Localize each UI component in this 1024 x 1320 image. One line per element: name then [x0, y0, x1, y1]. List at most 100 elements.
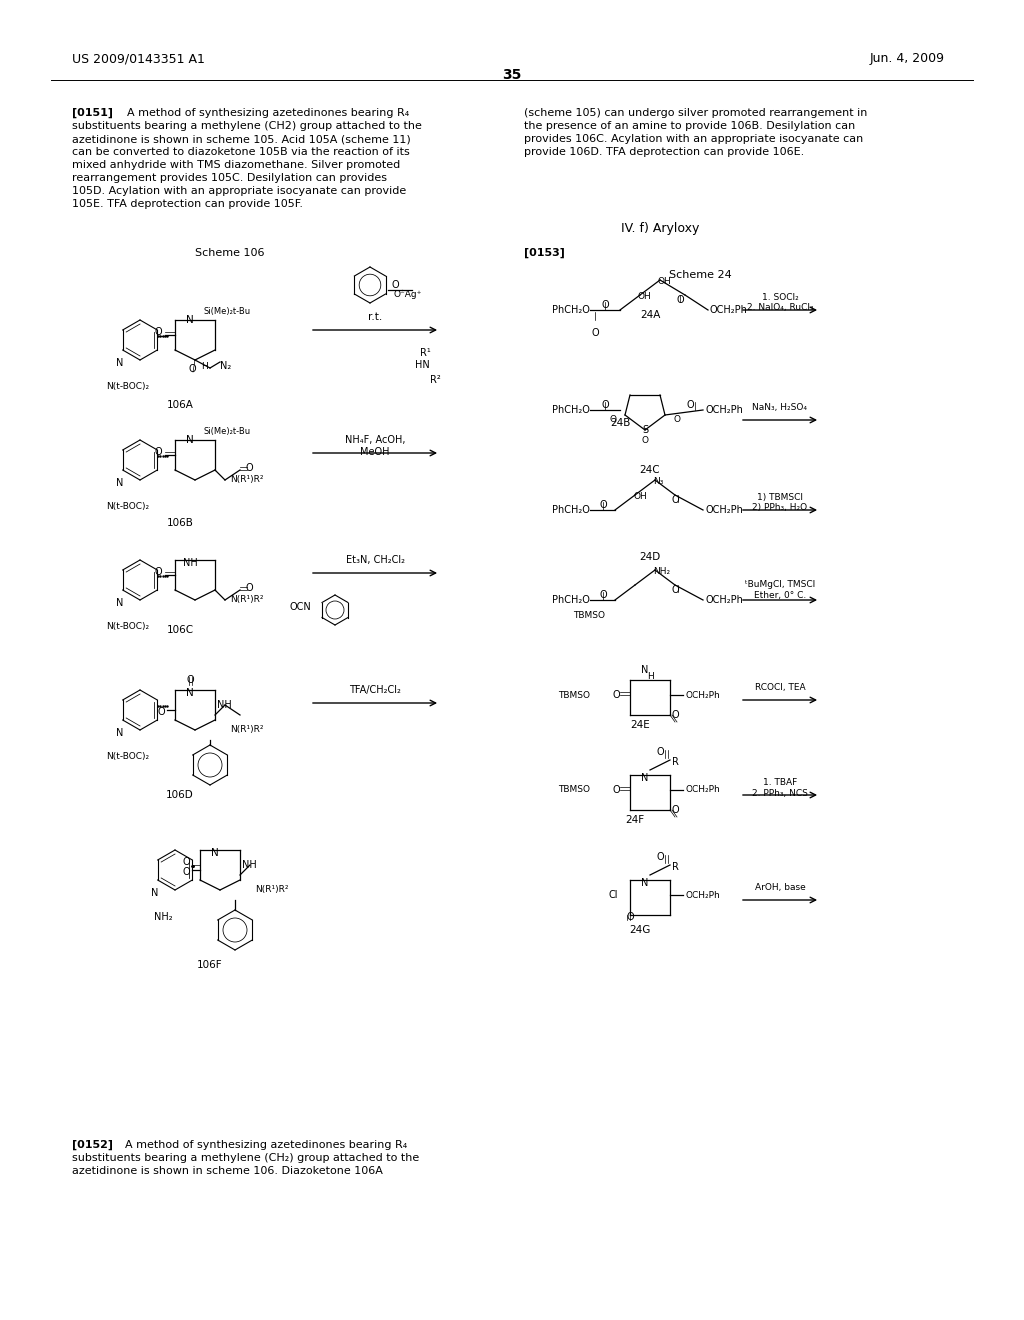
Text: N(t-BOC)₂: N(t-BOC)₂ [106, 622, 150, 631]
Text: 24D: 24D [639, 552, 660, 562]
Text: R¹: R¹ [420, 348, 431, 358]
Text: O⁻Ag⁺: O⁻Ag⁺ [394, 290, 422, 300]
Text: N: N [117, 729, 124, 738]
Text: azetidinone is shown in scheme 106. Diazoketone 106A: azetidinone is shown in scheme 106. Diaz… [72, 1166, 383, 1176]
Text: PhCH₂O: PhCH₂O [552, 595, 590, 605]
Text: 106D: 106D [166, 789, 194, 800]
Text: S: S [642, 425, 648, 436]
Text: HN: HN [415, 360, 430, 370]
Text: N: N [117, 598, 124, 609]
Text: OH: OH [638, 292, 651, 301]
Text: N: N [186, 688, 194, 698]
Text: O: O [671, 805, 679, 814]
Text: (scheme 105) can undergo silver promoted rearrangement in: (scheme 105) can undergo silver promoted… [524, 108, 867, 117]
Text: N(t-BOC)₂: N(t-BOC)₂ [106, 752, 150, 762]
Text: provides 106C. Acylation with an appropriate isocyanate can: provides 106C. Acylation with an appropr… [524, 135, 863, 144]
Text: O: O [612, 785, 620, 795]
Text: 24C: 24C [640, 465, 660, 475]
Text: N(t-BOC)₂: N(t-BOC)₂ [106, 502, 150, 511]
Text: ArOH, base: ArOH, base [755, 883, 805, 892]
Text: N(t-BOC)₂: N(t-BOC)₂ [106, 381, 150, 391]
Text: N(R¹)R²: N(R¹)R² [255, 884, 289, 894]
Text: 106F: 106F [198, 960, 223, 970]
Text: A method of synthesizing azetedinones bearing R₄: A method of synthesizing azetedinones be… [120, 108, 410, 117]
Text: TFA/CH₂Cl₂: TFA/CH₂Cl₂ [349, 685, 401, 696]
Text: OCH₂Ph: OCH₂Ph [685, 785, 720, 795]
Text: 24F: 24F [626, 814, 644, 825]
Text: OCH₂Ph: OCH₂Ph [685, 690, 720, 700]
Text: N: N [641, 665, 648, 675]
Text: OCH₂Ph: OCH₂Ph [705, 506, 742, 515]
Text: N₃: N₃ [653, 477, 664, 486]
Text: N(R¹)R²: N(R¹)R² [230, 725, 263, 734]
Text: O: O [182, 857, 190, 867]
Text: O: O [186, 675, 194, 685]
Text: OCN: OCN [290, 602, 311, 612]
Text: O: O [245, 583, 253, 593]
Text: mixed anhydride with TMS diazomethane. Silver promoted: mixed anhydride with TMS diazomethane. S… [72, 160, 400, 170]
Text: 1. SOCl₂: 1. SOCl₂ [762, 293, 799, 302]
Text: 105E. TFA deprotection can provide 105F.: 105E. TFA deprotection can provide 105F. [72, 199, 303, 209]
Text: substituents bearing a methylene (CH₂) group attached to the: substituents bearing a methylene (CH₂) g… [72, 1152, 419, 1163]
Text: O: O [686, 400, 694, 411]
Text: OCH₂Ph: OCH₂Ph [705, 595, 742, 605]
Text: N: N [117, 478, 124, 488]
Text: Cl: Cl [608, 890, 618, 900]
Text: O: O [610, 416, 617, 425]
Text: O: O [155, 327, 162, 337]
Text: N: N [117, 358, 124, 368]
Text: NH₄F, AcOH,: NH₄F, AcOH, [345, 436, 406, 445]
Text: Scheme 24: Scheme 24 [669, 271, 731, 280]
Text: N: N [186, 436, 194, 445]
Text: N: N [641, 774, 648, 783]
Text: 1) TBMSCl: 1) TBMSCl [757, 492, 803, 502]
Text: rearrangement provides 105C. Desilylation can provides: rearrangement provides 105C. Desilylatio… [72, 173, 387, 183]
Text: O: O [612, 690, 620, 700]
Text: OCH₂Ph: OCH₂Ph [685, 891, 720, 899]
Text: R: R [672, 756, 679, 767]
Text: 24B: 24B [610, 418, 630, 428]
Text: 2) PPh₃, H₂O: 2) PPh₃, H₂O [753, 503, 808, 512]
Text: O: O [591, 327, 599, 338]
Text: O: O [671, 495, 679, 506]
Text: NH₂: NH₂ [154, 912, 172, 921]
Text: TBMSO: TBMSO [573, 610, 605, 619]
Text: NH: NH [242, 861, 257, 870]
Text: Jun. 4, 2009: Jun. 4, 2009 [870, 51, 945, 65]
Text: OH: OH [658, 277, 672, 286]
Text: H: H [646, 672, 653, 681]
Text: O: O [158, 708, 165, 717]
Text: O: O [245, 463, 253, 473]
Text: O: O [627, 912, 634, 921]
Text: PhCH₂O: PhCH₂O [552, 305, 590, 315]
Text: O: O [641, 436, 648, 445]
Text: O: O [391, 280, 398, 290]
Text: O: O [671, 710, 679, 719]
Text: 1. TBAF: 1. TBAF [763, 777, 797, 787]
Text: 24E: 24E [630, 719, 650, 730]
Text: NH₂: NH₂ [653, 568, 670, 576]
Text: MeOH: MeOH [360, 447, 390, 457]
Text: NaN₃, H₂SO₄: NaN₃, H₂SO₄ [753, 403, 808, 412]
Text: N: N [152, 888, 159, 898]
Text: O: O [656, 851, 664, 862]
Text: can be converted to diazoketone 105B via the reaction of its: can be converted to diazoketone 105B via… [72, 147, 410, 157]
Text: OH: OH [633, 492, 647, 502]
Text: PhCH₂O: PhCH₂O [552, 405, 590, 414]
Text: OCH₂Ph: OCH₂Ph [710, 305, 748, 315]
Text: substituents bearing a methylene (CH2) group attached to the: substituents bearing a methylene (CH2) g… [72, 121, 422, 131]
Text: azetidinone is shown in scheme 105. Acid 105A (scheme 11): azetidinone is shown in scheme 105. Acid… [72, 135, 411, 144]
Text: the presence of an amine to provide 106B. Desilylation can: the presence of an amine to provide 106B… [524, 121, 855, 131]
Text: O: O [676, 294, 684, 305]
Text: PhCH₂O: PhCH₂O [552, 506, 590, 515]
Text: 2. NaIO₄, RuCl₃: 2. NaIO₄, RuCl₃ [746, 304, 813, 312]
Text: IV. f) Aryloxy: IV. f) Aryloxy [621, 222, 699, 235]
Text: O: O [188, 364, 196, 374]
Text: 24G: 24G [630, 925, 650, 935]
Text: TBMSO: TBMSO [558, 785, 590, 795]
Text: H: H [201, 362, 208, 371]
Text: N(R¹)R²: N(R¹)R² [230, 475, 263, 484]
Text: Si(Me)₂t-Bu: Si(Me)₂t-Bu [203, 308, 250, 315]
Text: 2. PPh₃, NCS: 2. PPh₃, NCS [752, 789, 808, 799]
Text: [0151]: [0151] [72, 108, 113, 119]
